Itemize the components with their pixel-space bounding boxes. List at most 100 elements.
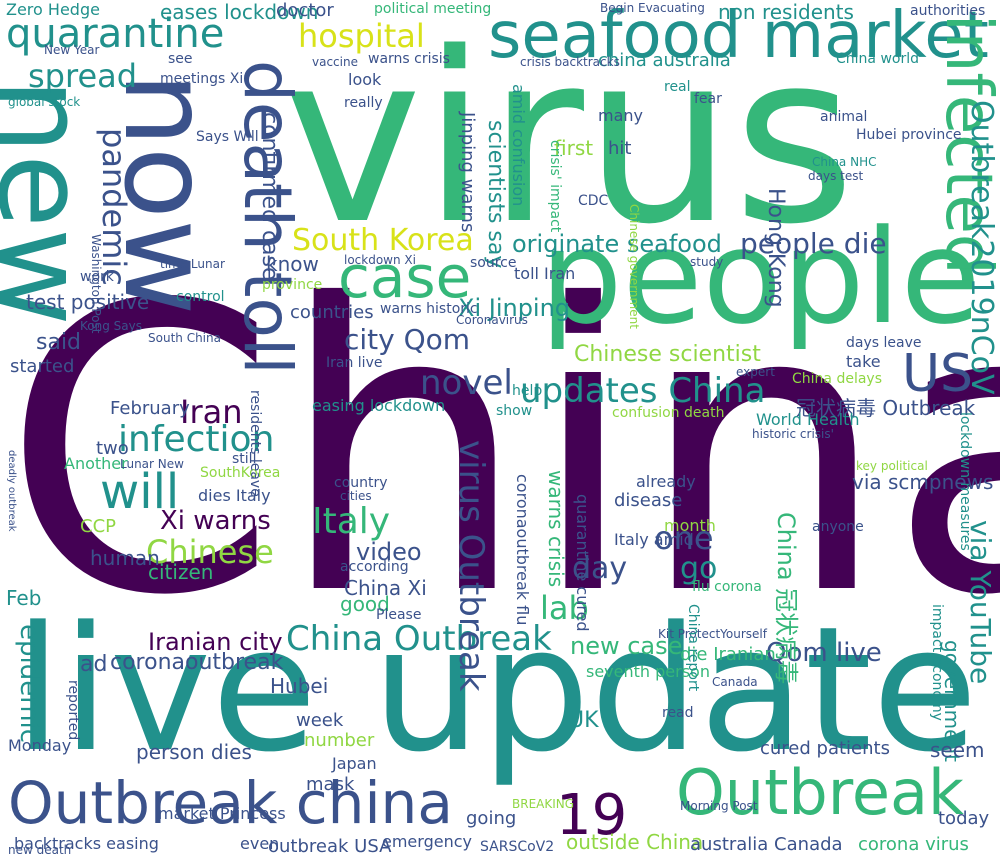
word-south-korea: South Korea — [292, 223, 474, 258]
word-people-die: people die — [740, 227, 887, 260]
word-cdc: CDC — [578, 193, 609, 209]
word-political-meeting: political meeting — [374, 1, 492, 17]
word-authorities: authorities — [910, 3, 986, 19]
word-coronavirus: Coronavirus — [456, 313, 528, 327]
word-doctor: doctor — [276, 0, 334, 21]
word-hospital: hospital — [298, 17, 425, 55]
word-good: good — [340, 592, 390, 616]
word-said: said — [36, 330, 82, 355]
word-chinese: Chinese — [146, 533, 274, 571]
word-confusion-death: confusion death — [612, 405, 725, 421]
word-lab: lab — [540, 589, 589, 627]
word-quarantine: quarantine — [6, 11, 225, 57]
word-guanzhuang-outbreak: 冠状病毒 Outbreak — [796, 396, 976, 420]
word-iranian-city: Iranian city — [148, 628, 283, 656]
word-key-political: key political — [856, 459, 928, 473]
word-us: US — [902, 344, 974, 404]
word-seventh-person: seventh person — [586, 662, 710, 681]
word-iran: Iran — [180, 393, 243, 431]
word-morning-post: Morning Post — [680, 799, 758, 813]
word-hong-kong: Hong Kong — [763, 188, 788, 308]
word-month: month — [664, 516, 716, 535]
word-province: province — [262, 277, 323, 293]
word-disease: disease — [614, 490, 683, 511]
word-corona-virus: corona virus — [858, 834, 969, 855]
word-market-princess: market Princess — [158, 804, 286, 823]
word-countries: countries — [290, 302, 374, 323]
word-already: already — [636, 472, 696, 491]
word-monday: Monday — [8, 736, 72, 755]
word-hubei-province: Hubei province — [856, 127, 962, 143]
word-19: 19 — [556, 783, 628, 848]
word-southkorea: SouthKorea — [200, 465, 281, 481]
word-coronaoutbreak: coronaoutbreak — [110, 650, 284, 675]
word-new-death: new death — [8, 843, 72, 857]
word-another: Another — [64, 454, 128, 473]
word-via-scmpnews: via scmpnews — [852, 470, 994, 494]
word-first: first — [554, 136, 594, 160]
word-iran-live: Iran live — [326, 355, 383, 371]
word-reported: reported — [65, 680, 81, 741]
word-test-positive: test positive — [26, 290, 150, 314]
word-historic-crisis: historic crisis' — [752, 427, 834, 441]
word-virus: virus — [283, 3, 856, 276]
word-novel: novel — [420, 363, 513, 403]
word-china-outbreak: China Outbreak — [286, 619, 552, 659]
word-human: human — [90, 546, 160, 570]
word-work: work — [80, 269, 114, 285]
word-chinese-scientist: Chinese scientist — [574, 342, 761, 367]
word-many: many — [598, 106, 643, 125]
word-non-residents: non residents — [718, 0, 854, 24]
word-take: take — [846, 352, 881, 371]
word-begin-evacuating: Begin Evacuating — [600, 1, 705, 15]
word-updates-china: updates China — [520, 371, 766, 411]
word-crisis-impact: crisis' impact — [547, 140, 563, 233]
word-real: real — [664, 79, 691, 95]
word-february: February — [110, 398, 190, 419]
word-number: number — [304, 730, 375, 751]
word-lunar-new: Lunar New — [120, 457, 184, 471]
word-vaccine: vaccine — [312, 55, 358, 69]
word-read: read — [662, 705, 694, 721]
word-animal: animal — [820, 109, 868, 125]
word-warns-crisis: warns crisis — [544, 470, 568, 588]
word-scientists-say: scientists say — [483, 120, 508, 269]
word-backtracks-easing: backtracks easing — [14, 834, 159, 853]
word-originate-seafood: originate seafood — [512, 230, 722, 258]
word-sarscov2: SARSCoV2 — [480, 839, 555, 855]
word-japan: Japan — [332, 754, 377, 773]
word-mask: mask — [306, 774, 355, 795]
word-washington-post: Washington Post — [89, 234, 103, 334]
word-amid-confusion: amid confusion — [509, 84, 528, 207]
word-look: look — [348, 70, 382, 89]
word-impact-economy: impact economy — [929, 604, 945, 721]
word-week: week — [296, 710, 344, 731]
word-jinping-warns: Jinping warns — [457, 112, 478, 233]
word-according: according — [340, 559, 409, 575]
word-know: know — [266, 252, 319, 276]
word-residents-leave: residents leave — [247, 390, 263, 497]
word-go: go — [680, 551, 718, 586]
word-breaking: BREAKING — [512, 797, 575, 811]
word-china-delays: China delays — [792, 371, 882, 387]
word-seem: seem — [930, 738, 985, 762]
word-toll-iran: toll Iran — [514, 264, 576, 283]
word-days-leave: days leave — [846, 335, 922, 351]
word-china-nhc: China NHC — [812, 155, 877, 169]
word-china: China — [2, 222, 1000, 682]
word-see: see — [168, 51, 193, 67]
word-lockdown-xi: lockdown Xi — [344, 253, 416, 267]
word-virus-outbreak: virus Outbreak — [451, 440, 491, 692]
word-australia-canada: australia Canada — [690, 834, 843, 855]
word-video: video — [356, 538, 422, 566]
word-outbreak-china: Outbreak china — [8, 769, 453, 837]
word-china-report: China report — [685, 604, 701, 692]
word-city-qom: city Qom — [344, 323, 471, 356]
word-chinese-government: Chinese government — [627, 204, 641, 329]
word-crisis-backtracks: crisis backtracks — [520, 55, 620, 69]
word-source: source — [470, 255, 517, 271]
word-still: still — [232, 451, 257, 467]
word-uk: UK — [568, 708, 599, 733]
word-even: even — [240, 834, 280, 853]
